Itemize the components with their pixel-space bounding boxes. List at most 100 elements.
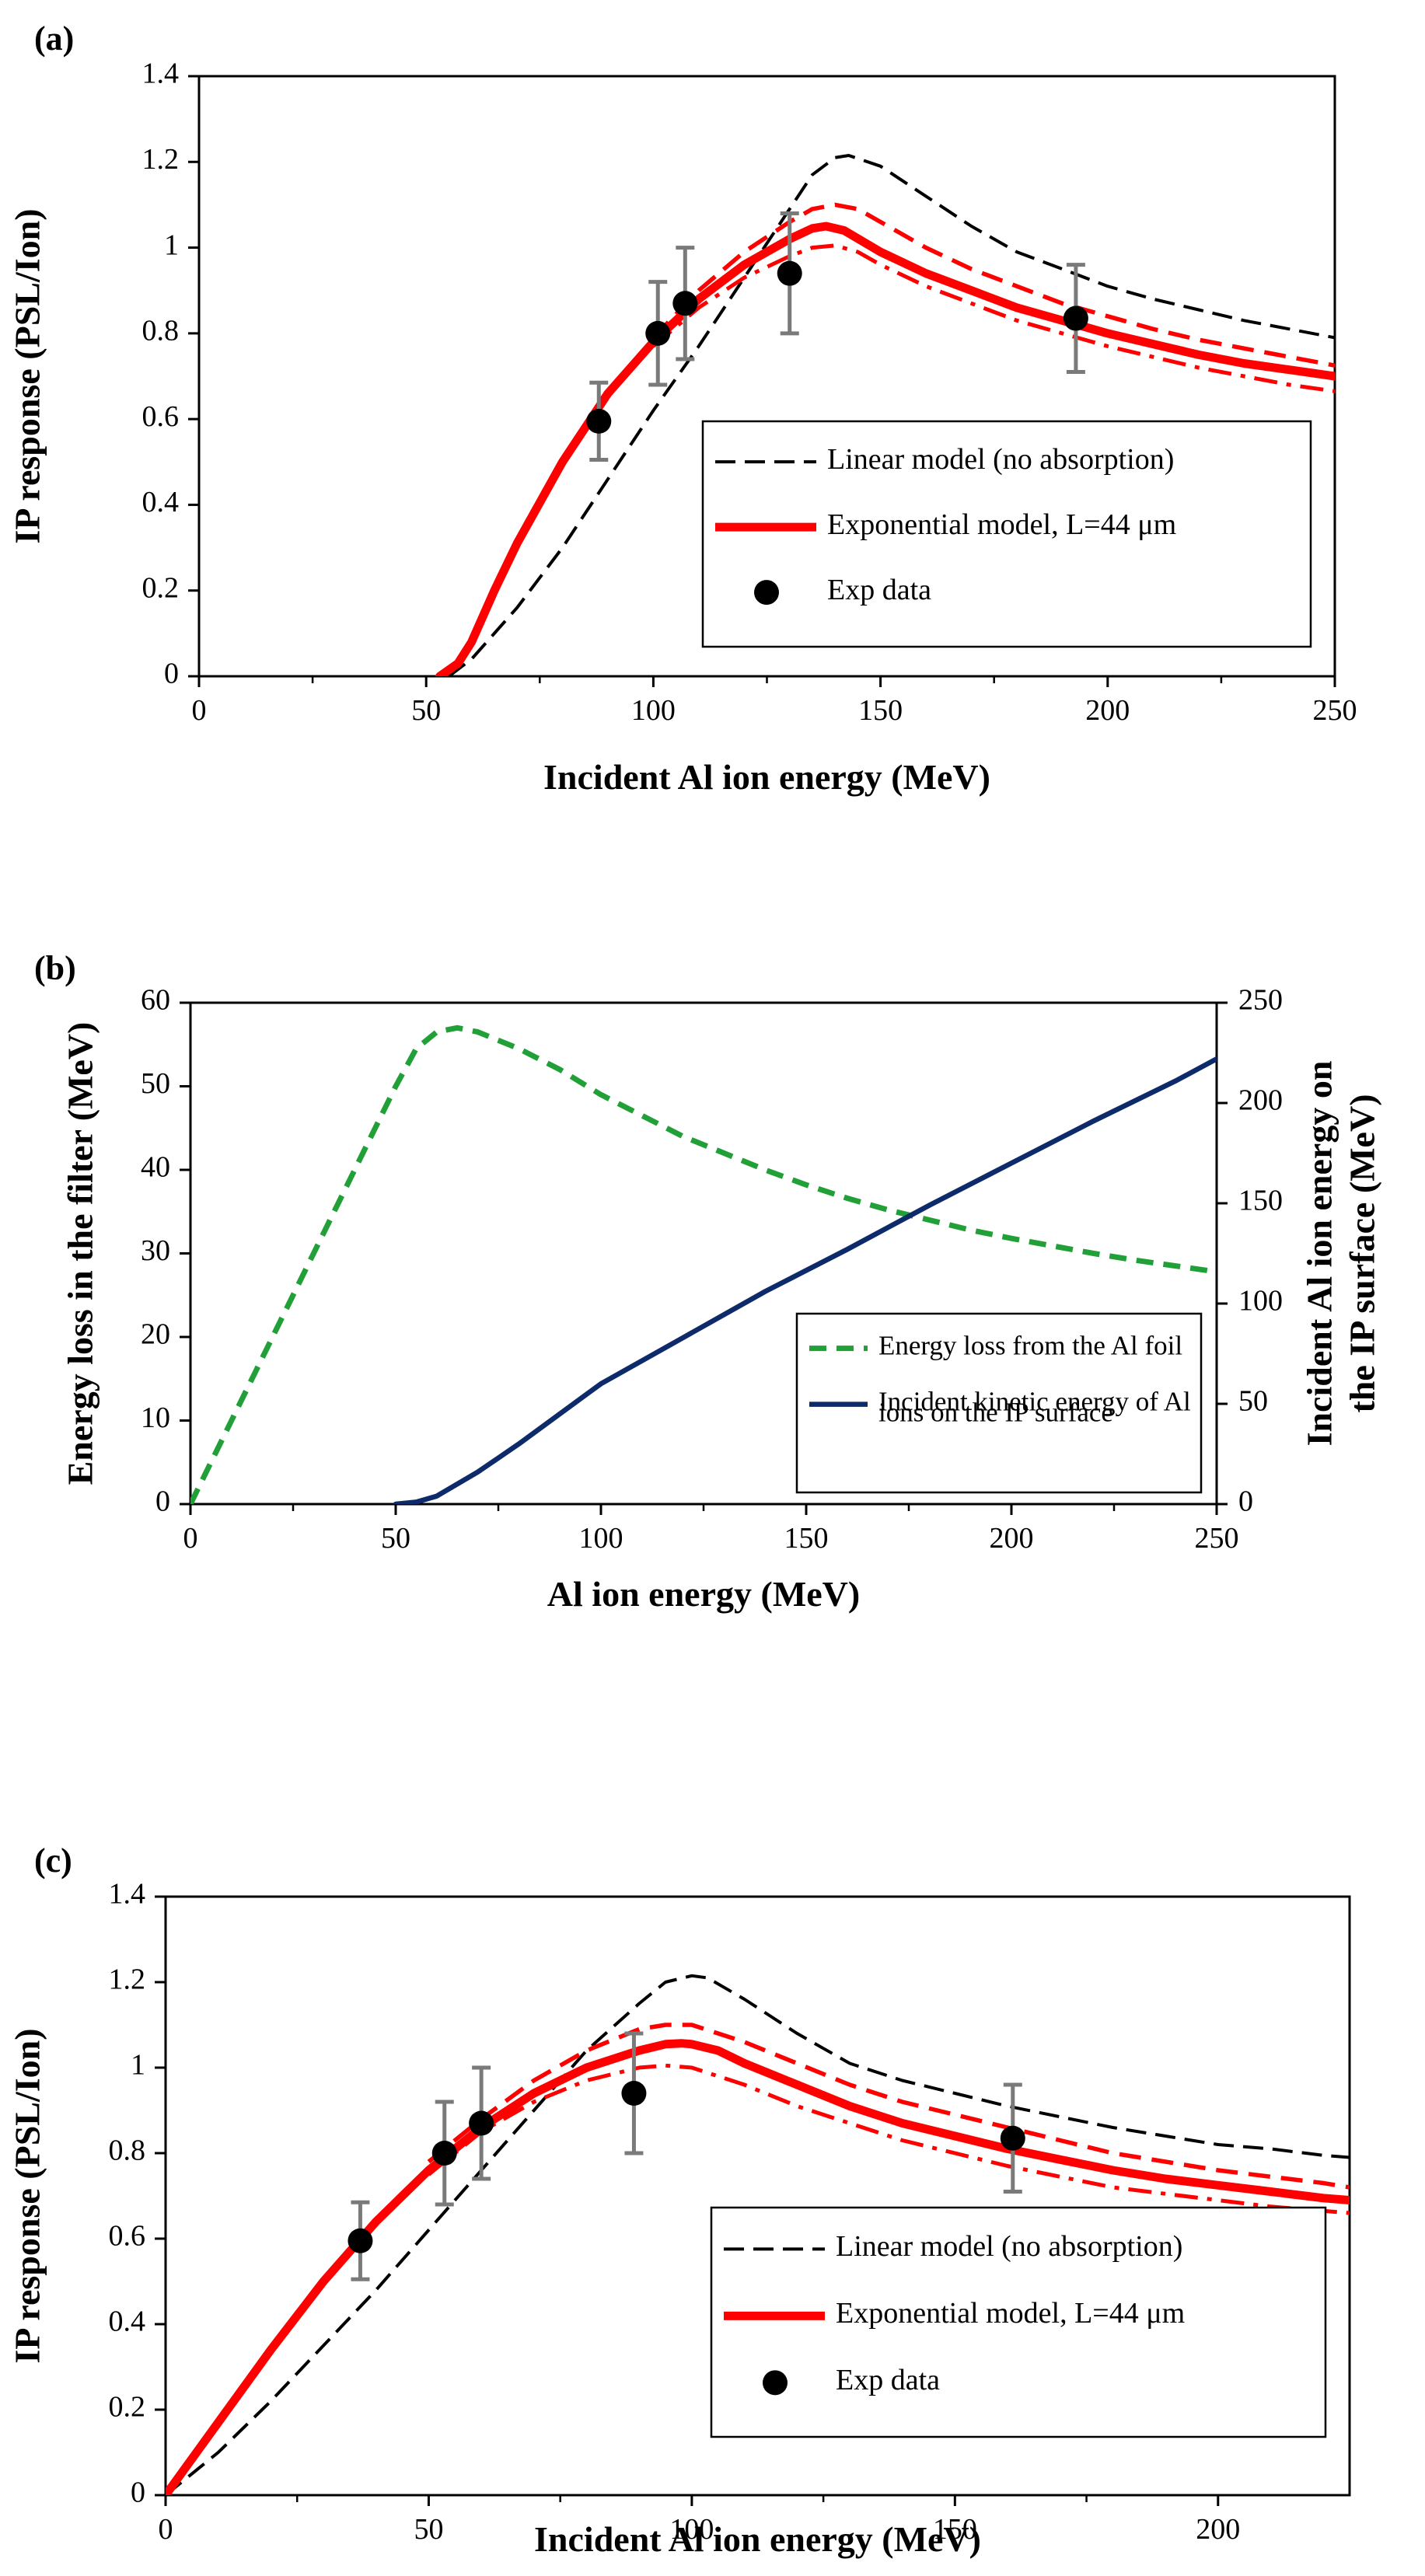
- x-tick-label: 50: [381, 1522, 410, 1555]
- y-tick-label: 0.2: [142, 571, 180, 604]
- x-tick-label: 50: [411, 694, 441, 727]
- y-tick-label: 1.4: [142, 58, 180, 90]
- y2-tick-label: 50: [1238, 1385, 1268, 1418]
- y-tick-label: 60: [141, 984, 170, 1017]
- y-tick-label: 0.6: [142, 400, 180, 433]
- x-tick-label: 150: [858, 694, 903, 727]
- chart-panel-1: (a) 0 50 100 150 200 250 0 0.2 0.4 0.6 0.8 1 1.2 1.4 In…: [8, 19, 1357, 797]
- x-axis-title: Incident Al ion energy (MeV): [534, 2519, 981, 2559]
- legend-label: ions on the IP surface: [878, 1397, 1113, 1427]
- series-line-green-dashed: [190, 1024, 1217, 1504]
- y-axis-title: IP response (PSL/Ion): [8, 2028, 47, 2363]
- legend-box: [710, 2206, 1327, 2438]
- legend-label: Linear model (no absorption): [827, 443, 1174, 476]
- data-point: [645, 320, 671, 346]
- y2-axis-title: Incident Al ion energy onthe IP surface …: [1299, 1061, 1381, 1447]
- data-point: [469, 2110, 494, 2136]
- series-line-red-dashed: [651, 202, 1335, 368]
- x-tick-label: 200: [1196, 2513, 1240, 2546]
- legend-label: Exponential model, L=44 μm: [827, 508, 1176, 541]
- data-point: [431, 2141, 457, 2166]
- legend: Linear model (no absorption) Exponential …: [701, 420, 1312, 648]
- y-tick-label: 0.6: [109, 2220, 146, 2253]
- plot-area: [166, 1974, 1350, 2495]
- x-tick-label: 100: [579, 1522, 623, 1555]
- y2-axis-title-line-2: the IP surface (MeV): [1343, 1094, 1382, 1412]
- series-line-red-dashed: [427, 2023, 1350, 2190]
- series-line-red-solid: [166, 2039, 1350, 2495]
- x-tick-label: 100: [669, 2513, 714, 2546]
- y-tick-label: 1.2: [109, 1963, 146, 1996]
- x-tick-label: 150: [933, 2513, 977, 2546]
- y-tick-label: 0: [164, 658, 179, 690]
- data-point: [1063, 305, 1088, 331]
- y-tick-label: 40: [141, 1151, 170, 1184]
- legend-label: Linear model (no absorption): [836, 2230, 1182, 2263]
- x-axis-title: Al ion energy (MeV): [547, 1574, 860, 1614]
- x-tick-label: 100: [631, 694, 676, 727]
- series-line-navy-solid: [393, 1056, 1217, 1504]
- series-line-red-dashdot: [651, 243, 1335, 393]
- y2-tick-label: 200: [1238, 1084, 1283, 1117]
- data-point: [777, 260, 802, 286]
- y-tick-label: 30: [141, 1234, 170, 1267]
- data-point: [621, 2081, 647, 2106]
- x-tick-label: 50: [414, 2513, 443, 2546]
- legend-label: Energy loss from the Al foil: [878, 1331, 1182, 1361]
- legend-marker: [754, 580, 779, 606]
- y2-tick-label: 250: [1238, 984, 1283, 1017]
- y-tick-label: 1.2: [142, 143, 180, 176]
- x-tick-label: 150: [784, 1522, 829, 1555]
- y2-tick-label: 0: [1238, 1485, 1253, 1518]
- x-tick-label: 250: [1313, 694, 1357, 727]
- chart-panel-3: (c) 0 50 100 150 200 0 0.2 0.4 0.6 0.8 1 1.2 1.4 Incid…: [8, 1841, 1351, 2559]
- x-axis-title: Incident Al ion energy (MeV): [543, 757, 990, 797]
- plot-area: [435, 154, 1335, 676]
- y-tick-label: 1: [131, 2049, 145, 2082]
- y2-tick-label: 100: [1238, 1285, 1283, 1318]
- y-tick-label: 0.2: [109, 2391, 146, 2424]
- plot-area: [190, 1024, 1217, 1504]
- y-tick-label: 0: [131, 2477, 145, 2509]
- chart-panel-2: (b) 0 50 100 150 200 250 0 10 20 30 40 50 60 0 50 100 150…: [34, 949, 1382, 1614]
- legend-label: Incident kinetic energy of Al: [878, 1387, 1191, 1417]
- y-tick-label: 0.8: [109, 2134, 146, 2167]
- series-line-red-solid: [435, 222, 1335, 676]
- series-line-red-dashdot: [427, 2063, 1350, 2215]
- y-tick-label: 1.4: [109, 1878, 146, 1911]
- y-axis-title: IP response (PSL/Ion): [8, 208, 47, 543]
- data-point: [348, 2228, 373, 2253]
- panel-label: (b): [34, 949, 76, 987]
- series-line-black-dashed: [448, 154, 1335, 676]
- y-axis-title: Energy loss in the filter (MeV): [61, 1022, 100, 1485]
- panel-label: (a): [34, 19, 74, 58]
- legend-marker: [763, 2370, 788, 2396]
- y2-axis-title-line-1: Incident Al ion energy on: [1299, 1061, 1339, 1447]
- y-tick-label: 0.4: [109, 2305, 146, 2338]
- series-line-black-dashed: [166, 1974, 1350, 2495]
- y-tick-label: 10: [141, 1401, 170, 1434]
- y-tick-label: 1: [164, 229, 179, 261]
- x-tick-label: 0: [192, 694, 207, 727]
- legend-label: Exponential model, L=44 μm: [836, 2297, 1185, 2330]
- data-point: [1000, 2125, 1025, 2151]
- legend: Linear model (no absorption) Exponential …: [710, 2206, 1327, 2438]
- y-tick-label: 50: [141, 1067, 170, 1100]
- y-tick-label: 0.4: [142, 486, 180, 518]
- y-tick-label: 0.8: [142, 315, 180, 347]
- x-tick-label: 250: [1195, 1522, 1239, 1555]
- x-tick-label: 200: [1085, 694, 1130, 727]
- y2-tick-label: 150: [1238, 1185, 1283, 1217]
- legend-box: [701, 420, 1312, 648]
- legend: Energy loss from the Al foil Incident kin…: [795, 1312, 1203, 1494]
- data-point: [586, 408, 612, 434]
- x-tick-label: 200: [990, 1522, 1034, 1555]
- x-tick-label: 0: [183, 1522, 198, 1555]
- x-tick-label: 0: [159, 2513, 173, 2546]
- y-tick-label: 20: [141, 1318, 170, 1351]
- y-tick-label: 0: [155, 1485, 170, 1518]
- legend-label: Exp data: [827, 574, 931, 606]
- legend-label: Exp data: [836, 2364, 940, 2396]
- panel-label: (c): [34, 1841, 72, 1880]
